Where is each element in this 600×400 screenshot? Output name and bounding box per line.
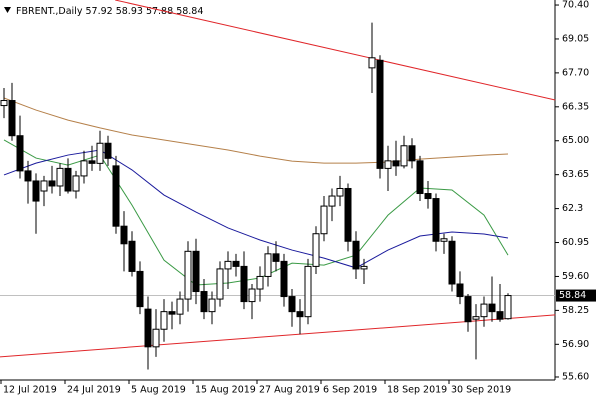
candle-body xyxy=(336,187,344,197)
y-tick-label: 67.70 xyxy=(562,67,589,78)
candle-body xyxy=(440,238,448,242)
open-value: 57.92 xyxy=(85,6,112,17)
y-tick-label: 59.60 xyxy=(562,271,589,282)
candle-body xyxy=(464,296,472,323)
candle-body xyxy=(24,170,32,182)
candle-body xyxy=(400,145,408,167)
candle-body xyxy=(264,253,272,277)
candle-body xyxy=(128,240,136,272)
high-value: 58.93 xyxy=(116,6,143,17)
candle-body xyxy=(456,283,464,298)
candle-body xyxy=(152,328,160,348)
candle-body xyxy=(136,270,144,308)
price-tag-box xyxy=(556,289,596,302)
candle-body xyxy=(80,160,88,177)
moving-average xyxy=(3,97,509,164)
candle-body xyxy=(328,195,336,207)
candle-body xyxy=(504,295,512,320)
candle-body xyxy=(296,311,304,318)
candle-body xyxy=(280,260,288,298)
y-tick-label: 69.05 xyxy=(562,33,589,44)
candle-body xyxy=(288,296,296,313)
candle-body xyxy=(208,298,216,313)
candle-body xyxy=(232,260,240,267)
candle-body xyxy=(304,265,312,318)
candle-body xyxy=(312,233,320,267)
candle-body xyxy=(224,260,232,270)
collapse-icon xyxy=(4,7,11,13)
candle-body xyxy=(408,145,416,162)
trendline xyxy=(115,0,556,101)
symbol: FBRENT.,Daily xyxy=(16,6,83,17)
trendline xyxy=(0,314,556,358)
candle-body xyxy=(16,135,24,172)
x-tick-label: 18 Sep 2019 xyxy=(387,385,447,396)
candle-body xyxy=(248,288,256,303)
candle-body xyxy=(480,303,488,318)
candle-body xyxy=(120,225,128,245)
candle-body xyxy=(0,100,8,107)
candle-body xyxy=(360,265,368,270)
candle-body xyxy=(48,180,56,187)
candle-body xyxy=(376,59,384,169)
candle-body xyxy=(272,253,280,262)
y-tick-label: 60.95 xyxy=(562,237,589,248)
moving-average xyxy=(3,149,509,269)
candle-body xyxy=(200,291,208,313)
candle-body xyxy=(432,198,440,242)
low-value: 57.88 xyxy=(146,6,173,17)
candle-body xyxy=(40,180,48,192)
candle-body xyxy=(216,268,224,300)
candle-body xyxy=(168,311,176,315)
candle-body xyxy=(424,193,432,200)
candle-body xyxy=(488,303,496,313)
y-tick-label: 66.35 xyxy=(562,101,589,112)
candle-body xyxy=(32,180,40,202)
candle-body xyxy=(8,100,16,137)
x-tick-label: 24 Jul 2019 xyxy=(67,385,121,396)
x-tick-label: 6 Sep 2019 xyxy=(323,385,377,396)
candle-body xyxy=(392,160,400,167)
candle-body xyxy=(344,187,352,242)
x-tick-label: 15 Aug 2019 xyxy=(195,385,256,396)
candle-body xyxy=(320,205,328,235)
candle-body xyxy=(472,316,480,320)
candle-body xyxy=(112,165,120,227)
candle-body xyxy=(64,167,72,192)
candle-body xyxy=(72,175,80,192)
candle-body xyxy=(416,160,424,195)
x-tick-label: 27 Aug 2019 xyxy=(259,385,320,396)
candle-body xyxy=(368,57,376,69)
price-tag: 58.84 xyxy=(559,290,586,301)
y-tick-label: 63.65 xyxy=(562,169,589,180)
candle-body xyxy=(192,250,200,293)
x-tick-label: 5 Aug 2019 xyxy=(131,385,186,396)
candle-body xyxy=(160,311,168,330)
close-value: 58.84 xyxy=(176,6,203,17)
y-tick-label: 56.90 xyxy=(562,339,589,350)
candle-body xyxy=(496,311,504,320)
y-tick-label: 55.60 xyxy=(562,371,589,382)
candle-body xyxy=(240,265,248,303)
candle-body xyxy=(384,160,392,169)
y-tick-label: 70.40 xyxy=(562,0,589,11)
x-tick-label: 12 Jul 2019 xyxy=(3,385,57,396)
candle-body xyxy=(176,298,184,315)
candle-body xyxy=(104,142,112,159)
candle-body xyxy=(352,240,360,270)
candle-body xyxy=(144,308,152,348)
candle-body xyxy=(184,250,192,300)
y-tick-label: 65.00 xyxy=(562,135,589,146)
candle-body xyxy=(256,275,264,290)
candle-body xyxy=(448,240,456,285)
y-tick-label: 58.25 xyxy=(562,305,589,316)
candle-body xyxy=(88,160,96,164)
chart-header: FBRENT.,Daily 57.92 58.93 57.88 58.84 xyxy=(16,6,203,17)
y-tick-label: 62.3 xyxy=(562,203,583,214)
candle-body xyxy=(96,142,104,164)
candle-body xyxy=(56,167,64,187)
x-tick-label: 30 Sep 2019 xyxy=(451,385,511,396)
